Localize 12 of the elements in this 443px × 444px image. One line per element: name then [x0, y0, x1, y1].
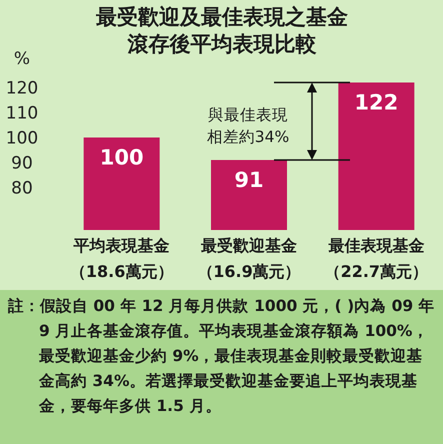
y-tick-label: 80 — [11, 178, 33, 198]
y-tick-label: 100 — [6, 128, 38, 148]
data-label: 122 — [354, 90, 398, 114]
annotation: 與最佳表現相差約34% — [206, 105, 290, 148]
y-tick-label: 110 — [6, 104, 38, 124]
data-label: 100 — [100, 146, 144, 170]
title: 最受歡迎及最佳表現之基金滾存後平均表現比較 — [95, 4, 349, 58]
note: 註：假設自 00 年 12 月每月供款 1000 元，( )內為 09 年 9 月止各基金滾存值。平均表現基金滾存額為 100%，最受歡迎基金少約 9%，最佳表現基金則較最受歡迎基金高約 34%。若選擇最受歡迎基金要追上平均表現基金，要每年多供 1.5 月。 — [0, 290, 443, 444]
y-tick-label: 120 — [6, 78, 38, 98]
y-tick-label: 90 — [11, 154, 33, 174]
data-label: 91 — [234, 168, 264, 192]
y-axis-title: % — [14, 49, 30, 69]
